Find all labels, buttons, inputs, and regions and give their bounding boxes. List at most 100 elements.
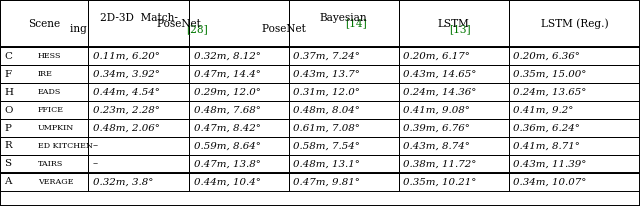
Bar	[88, 137, 189, 155]
Text: 0.47m, 13.8°: 0.47m, 13.8°	[194, 159, 260, 168]
Bar	[189, 83, 289, 101]
Text: 0.48m, 13.1°: 0.48m, 13.1°	[293, 159, 360, 168]
Text: 0.41m, 8.71°: 0.41m, 8.71°	[513, 142, 580, 150]
Text: [14]: [14]	[345, 19, 367, 29]
Text: 0.32m, 8.12°: 0.32m, 8.12°	[194, 52, 260, 61]
Text: 0.39m, 6.76°: 0.39m, 6.76°	[403, 124, 470, 132]
Bar	[88, 119, 189, 137]
Bar	[289, 83, 399, 101]
Bar	[189, 137, 289, 155]
Text: Scene: Scene	[28, 19, 60, 29]
Bar	[189, 155, 289, 173]
Bar	[189, 101, 289, 119]
Bar	[88, 0, 189, 47]
Text: HESS: HESS	[38, 52, 61, 60]
Text: PoseNet: PoseNet	[157, 19, 204, 29]
Text: 0.43m, 8.74°: 0.43m, 8.74°	[403, 142, 470, 150]
Text: 0.29m, 12.0°: 0.29m, 12.0°	[194, 88, 260, 97]
Text: 0.59m, 8.64°: 0.59m, 8.64°	[194, 142, 260, 150]
Text: IRE: IRE	[38, 70, 52, 78]
Bar	[289, 47, 399, 65]
Bar	[509, 47, 640, 65]
Text: 2D-3D  Match-: 2D-3D Match-	[100, 13, 178, 23]
Bar	[0, 101, 88, 119]
Bar	[0, 137, 88, 155]
Text: 0.43m, 14.65°: 0.43m, 14.65°	[403, 70, 477, 79]
Bar	[88, 65, 189, 83]
Bar	[289, 119, 399, 137]
Text: PoseNet: PoseNet	[262, 24, 309, 34]
Text: O: O	[4, 106, 13, 115]
Text: 0.24m, 14.36°: 0.24m, 14.36°	[403, 88, 477, 97]
Bar	[0, 155, 88, 173]
Bar	[189, 173, 289, 191]
Text: [13]: [13]	[450, 24, 471, 34]
Bar	[509, 119, 640, 137]
Text: 0.41m, 9.08°: 0.41m, 9.08°	[403, 106, 470, 115]
Text: A: A	[4, 177, 12, 186]
Text: 0.11m, 6.20°: 0.11m, 6.20°	[93, 52, 159, 61]
Bar	[509, 83, 640, 101]
Bar	[0, 119, 88, 137]
Text: 0.61m, 7.08°: 0.61m, 7.08°	[293, 124, 360, 132]
Bar	[88, 155, 189, 173]
Text: 0.20m, 6.17°: 0.20m, 6.17°	[403, 52, 470, 61]
Bar	[289, 65, 399, 83]
Text: VERAGE: VERAGE	[38, 178, 73, 186]
Text: TAIRS: TAIRS	[38, 160, 63, 168]
Bar	[399, 47, 509, 65]
Bar	[0, 47, 88, 65]
Bar	[289, 0, 399, 47]
Text: –: –	[93, 159, 98, 168]
Text: 0.48m, 2.06°: 0.48m, 2.06°	[93, 124, 159, 132]
Text: 0.48m, 8.04°: 0.48m, 8.04°	[293, 106, 360, 115]
Text: 0.24m, 13.65°: 0.24m, 13.65°	[513, 88, 587, 97]
Text: EADS: EADS	[38, 88, 61, 96]
Bar	[399, 0, 509, 47]
Text: Bayesian: Bayesian	[320, 13, 367, 23]
Text: LSTM: LSTM	[438, 19, 470, 29]
Text: 0.37m, 7.24°: 0.37m, 7.24°	[293, 52, 360, 61]
Text: 0.47m, 8.42°: 0.47m, 8.42°	[194, 124, 260, 132]
Bar	[509, 0, 640, 47]
Bar	[399, 83, 509, 101]
Bar	[509, 155, 640, 173]
Bar	[0, 83, 88, 101]
Bar	[189, 65, 289, 83]
Text: S: S	[4, 159, 12, 168]
Text: 0.36m, 6.24°: 0.36m, 6.24°	[513, 124, 580, 132]
Bar	[0, 173, 88, 191]
Bar	[399, 65, 509, 83]
Text: LSTM (Reg.): LSTM (Reg.)	[541, 18, 608, 29]
Text: R: R	[4, 142, 12, 150]
Bar	[88, 47, 189, 65]
Bar	[189, 47, 289, 65]
Text: 0.58m, 7.54°: 0.58m, 7.54°	[293, 142, 360, 150]
Bar	[509, 65, 640, 83]
Text: FFICE: FFICE	[38, 106, 63, 114]
Text: 0.48m, 7.68°: 0.48m, 7.68°	[194, 106, 260, 115]
Text: 0.34m, 3.92°: 0.34m, 3.92°	[93, 70, 159, 79]
Text: 0.35m, 10.21°: 0.35m, 10.21°	[403, 177, 477, 186]
Text: 0.43m, 11.39°: 0.43m, 11.39°	[513, 159, 587, 168]
Text: H: H	[4, 88, 13, 97]
Bar	[88, 101, 189, 119]
Bar	[399, 173, 509, 191]
Bar	[289, 173, 399, 191]
Text: 0.23m, 2.28°: 0.23m, 2.28°	[93, 106, 159, 115]
Bar	[88, 83, 189, 101]
Bar	[0, 65, 88, 83]
Text: –: –	[93, 142, 98, 150]
Text: UMPKIN: UMPKIN	[38, 124, 74, 132]
Text: 0.41m, 9.2°: 0.41m, 9.2°	[513, 106, 573, 115]
Text: 0.44m, 10.4°: 0.44m, 10.4°	[194, 177, 260, 186]
Bar	[289, 101, 399, 119]
Text: 0.35m, 15.00°: 0.35m, 15.00°	[513, 70, 587, 79]
Text: 0.44m, 4.54°: 0.44m, 4.54°	[93, 88, 159, 97]
Text: P: P	[4, 124, 12, 132]
Text: 0.43m, 13.7°: 0.43m, 13.7°	[293, 70, 360, 79]
Text: ing: ing	[70, 24, 91, 34]
Bar	[289, 137, 399, 155]
Text: 0.32m, 3.8°: 0.32m, 3.8°	[93, 177, 153, 186]
Text: 0.47m, 9.81°: 0.47m, 9.81°	[293, 177, 360, 186]
